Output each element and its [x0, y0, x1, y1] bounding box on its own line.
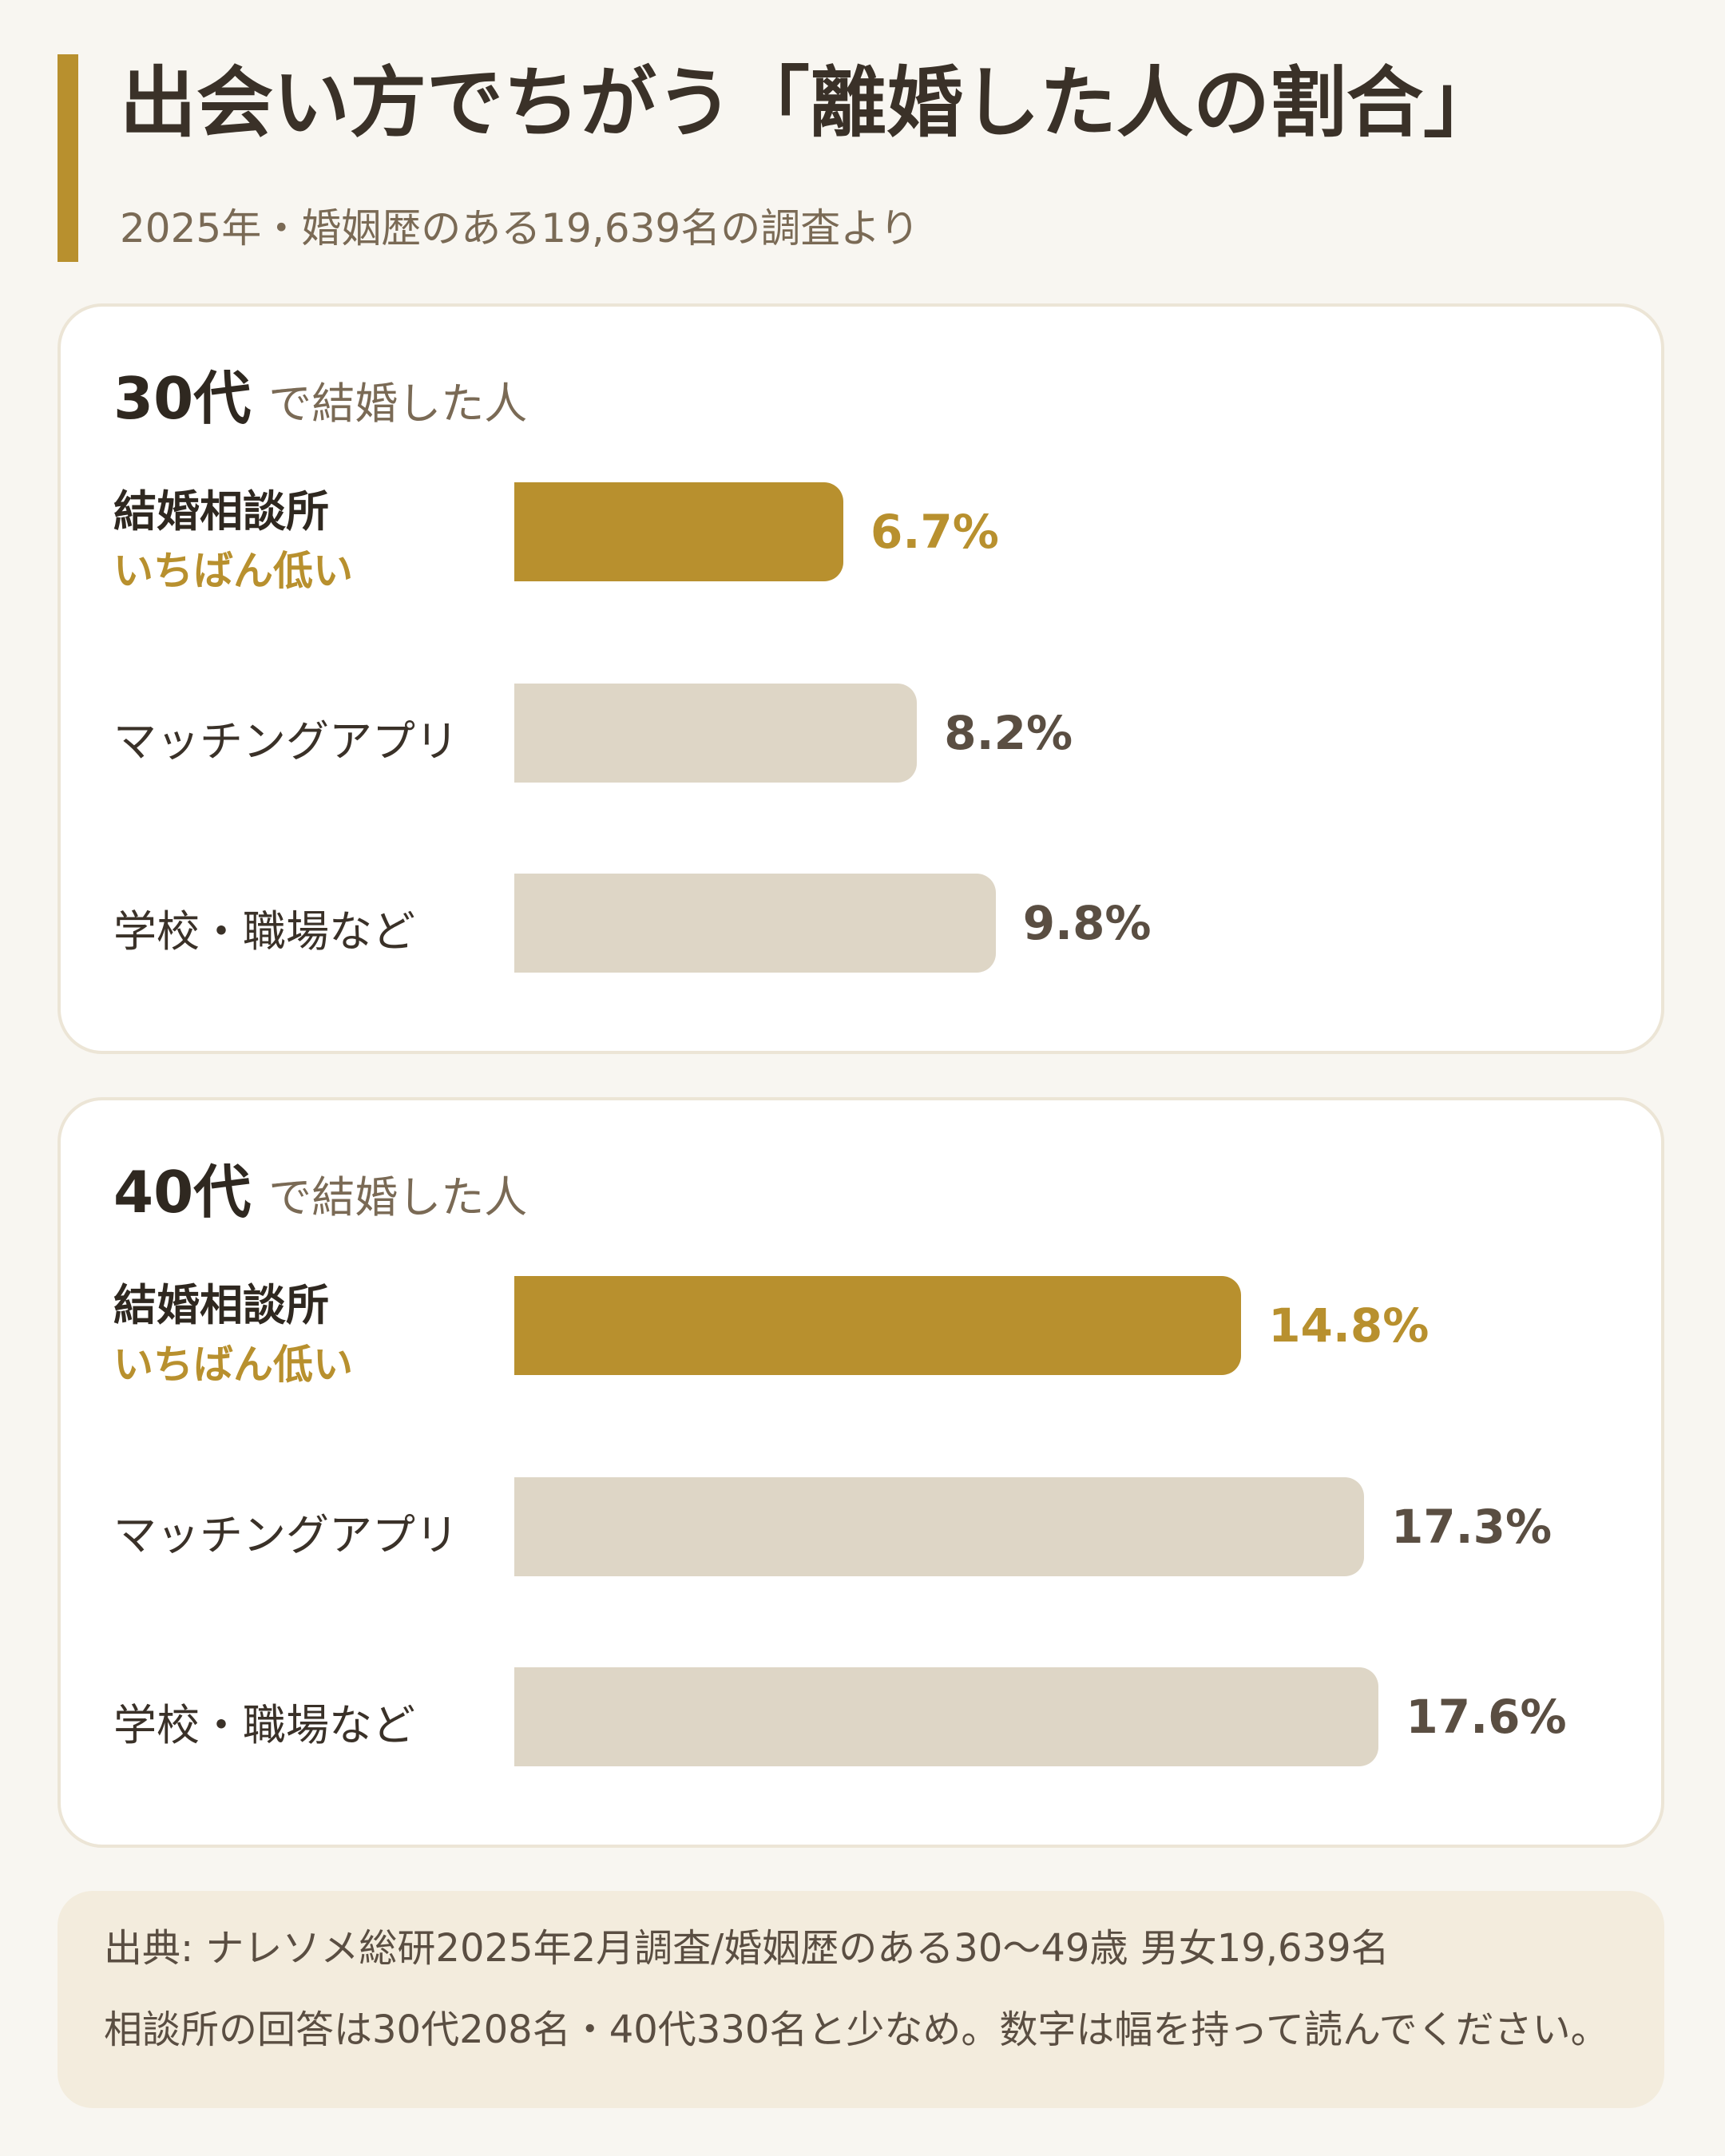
chart-title-age: 40代	[113, 1159, 252, 1226]
value-label: 9.8%	[1022, 896, 1152, 950]
page-subtitle: 2025年・婚姻歴のある19,639名の調査より	[120, 205, 920, 252]
bar-row: 結婚相談所 いちばん低い 14.8%	[61, 1276, 1661, 1388]
footnote-caveat: 相談所の回答は30代208名・40代330名と少なめ。数字は幅を持って読んでくだ…	[104, 2007, 1609, 2052]
bar	[514, 1276, 1242, 1375]
category-label: 学校・職場など	[113, 1700, 415, 1750]
source-footnote: 出典: ナレソメ総研2025年2月調査/婚姻歴のある30〜49歳 男女19,63…	[58, 1891, 1664, 2108]
bar-row: マッチングアプリ 17.3%	[61, 1477, 1661, 1576]
title-accent-bar	[58, 54, 78, 262]
category-label: マッチングアプリ	[113, 1510, 458, 1560]
category-label-block: 結婚相談所 いちばん低い	[113, 476, 353, 596]
bar	[514, 482, 844, 581]
bar	[514, 874, 996, 973]
category-label-block: マッチングアプリ	[113, 706, 458, 769]
chart-card-30s: 30代 で結婚した人 結婚相談所 いちばん低い 6.7% マッチングアプリ 8.2…	[58, 303, 1664, 1054]
bar	[514, 1667, 1379, 1766]
category-label: マッチングアプリ	[113, 716, 458, 767]
category-label: 結婚相談所	[113, 486, 329, 537]
bar-row: マッチングアプリ 8.2%	[61, 684, 1661, 783]
value-label: 14.8%	[1268, 1298, 1430, 1353]
chart-title-rest: で結婚した人	[268, 378, 528, 429]
bar	[514, 1477, 1364, 1576]
category-label-block: マッチングアプリ	[113, 1500, 458, 1563]
category-label: 学校・職場など	[113, 906, 415, 957]
chart-title-40s: 40代 で結婚した人	[113, 1145, 527, 1229]
footnote-source: 出典: ナレソメ総研2025年2月調査/婚姻歴のある30〜49歳 男女19,63…	[104, 1926, 1390, 1971]
category-label-block: 学校・職場など	[113, 1690, 415, 1753]
chart-title-30s: 30代 で結婚した人	[113, 351, 527, 435]
category-label-block: 結婚相談所 いちばん低い	[113, 1270, 353, 1390]
category-label-block: 学校・職場など	[113, 896, 415, 959]
page-title: 出会い方でちがう「離婚した人の割合」	[120, 58, 1500, 148]
bar-row: 学校・職場など 9.8%	[61, 874, 1661, 973]
bar	[514, 684, 918, 783]
value-label: 6.7%	[870, 505, 999, 559]
bar-row: 学校・職場など 17.6%	[61, 1667, 1661, 1766]
value-label: 17.3%	[1390, 1500, 1552, 1554]
category-note: いちばん低い	[113, 1342, 353, 1388]
chart-title-rest: で結婚した人	[268, 1172, 528, 1223]
bar-row: 結婚相談所 いちばん低い 6.7%	[61, 482, 1661, 594]
category-label: 結婚相談所	[113, 1280, 329, 1330]
chart-title-age: 30代	[113, 365, 252, 432]
value-label: 8.2%	[944, 706, 1073, 760]
chart-card-40s: 40代 で結婚した人 結婚相談所 いちばん低い 14.8% マッチングアプリ 17…	[58, 1097, 1664, 1848]
category-note: いちばん低い	[113, 548, 353, 594]
value-label: 17.6%	[1406, 1690, 1567, 1744]
